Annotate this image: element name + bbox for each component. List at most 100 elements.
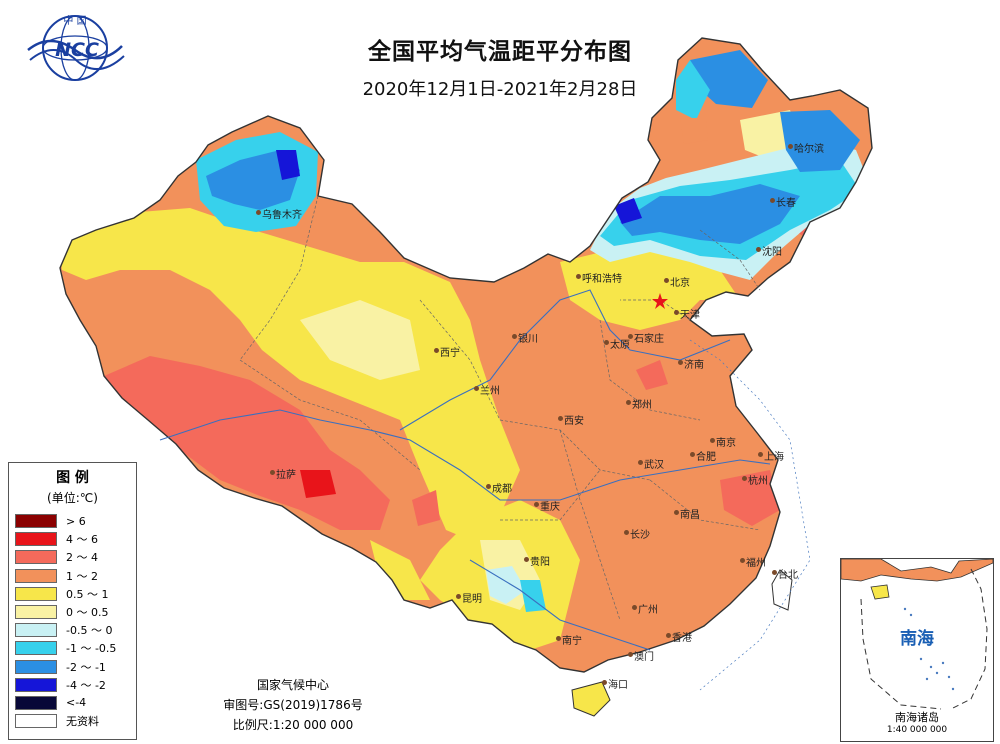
ncc-logo: 中 国 NCC <box>20 10 130 85</box>
legend-label: 0 ～ 0.5 <box>66 606 109 620</box>
map-title: 全国平均气温距平分布图 <box>368 39 632 65</box>
city-label: 哈尔滨 <box>794 144 824 155</box>
city-marker <box>690 452 695 457</box>
city-marker <box>674 310 679 315</box>
legend-item: -1 ～ -0.5 <box>9 639 136 657</box>
legend-label: 无资料 <box>66 715 99 729</box>
city-label: 上海 <box>764 452 784 463</box>
city-marker <box>558 416 563 421</box>
city-label: 南京 <box>716 438 736 449</box>
city-label: 沈阳 <box>762 247 782 258</box>
legend-item: 1 ～ 2 <box>9 567 136 585</box>
legend-item: <-4 <box>9 694 136 712</box>
rivers <box>159 289 771 651</box>
city-marker <box>758 452 763 457</box>
city-label: 广州 <box>638 605 658 616</box>
legend-label: 1 ～ 2 <box>66 569 98 583</box>
city-label: 济南 <box>684 360 704 371</box>
logo-text: 中 国 <box>63 14 86 27</box>
city-marker <box>710 438 715 443</box>
city-marker <box>456 594 461 599</box>
legend-unit: (单位:℃) <box>47 491 98 505</box>
legend-swatch <box>15 677 57 692</box>
legend: 图 例 (单位:℃) > 6 4 ～ 6 2 ～ 4 1 ～ 2 0.5 ～ 1 0 ～ … <box>8 462 137 740</box>
city-marker <box>270 470 275 475</box>
city-label: 海口 <box>608 680 628 691</box>
city-marker <box>628 652 633 657</box>
legend-label: -2 ～ -1 <box>66 660 106 674</box>
city-label: 武汉 <box>644 460 664 471</box>
city-label: 拉萨 <box>276 470 296 481</box>
capital-star-icon <box>652 293 668 309</box>
legend-label: 2 ～ 4 <box>66 551 98 565</box>
city-marker <box>512 334 517 339</box>
legend-label: 0.5 ～ 1 <box>66 587 109 601</box>
inset-sea-label: 南海 <box>900 629 934 649</box>
city-marker <box>788 144 793 149</box>
legend-label: -1 ～ -0.5 <box>66 642 117 656</box>
city-label: 台北 <box>778 570 798 581</box>
city-label: 贵阳 <box>530 557 550 568</box>
city-label: 石家庄 <box>634 334 664 345</box>
city-marker <box>666 633 671 638</box>
map-subtitle: 2020年12月1日-2021年2月28日 <box>362 79 638 100</box>
city-label: 银川 <box>518 334 538 345</box>
city-marker <box>434 348 439 353</box>
legend-item: -0.5 ～ 0 <box>9 621 136 639</box>
legend-item: 4 ～ 6 <box>9 530 136 548</box>
city-marker <box>628 334 633 339</box>
legend-swatch <box>15 695 57 710</box>
city-label: 长春 <box>776 198 796 209</box>
city-label: 澳门 <box>634 652 654 663</box>
city-label: 成都 <box>492 484 512 495</box>
credit-org: 国家气候中心 <box>256 678 329 692</box>
legend-title: 图 例 <box>56 470 89 486</box>
legend-label: 4 ～ 6 <box>66 533 98 547</box>
taiwan-island <box>771 569 793 611</box>
legend-swatch <box>15 714 57 729</box>
city-marker <box>534 502 539 507</box>
city-label: 杭州 <box>748 476 768 487</box>
city-label: 长沙 <box>630 530 650 541</box>
city-label: 昆明 <box>462 594 482 605</box>
city-label: 乌鲁木齐 <box>262 210 302 221</box>
legend-swatch <box>15 532 57 547</box>
city-label: 北京 <box>670 278 690 289</box>
legend-label: -0.5 ～ 0 <box>66 624 113 638</box>
legend-swatch <box>15 514 57 529</box>
city-marker <box>256 210 261 215</box>
city-marker <box>638 460 643 465</box>
city-label: 南宁 <box>562 636 582 647</box>
legend-swatch <box>15 641 57 656</box>
legend-item: 0.5 ～ 1 <box>9 585 136 603</box>
legend-item: 0 ～ 0.5 <box>9 603 136 621</box>
city-marker <box>756 247 761 252</box>
city-marker <box>576 274 581 279</box>
legend-swatch <box>15 659 57 674</box>
city-label: 天津 <box>680 310 700 321</box>
city-marker <box>678 360 683 365</box>
city-label: 西宁 <box>440 348 460 359</box>
city-marker <box>602 680 607 685</box>
city-label: 重庆 <box>540 502 560 513</box>
city-label: 兰州 <box>480 386 500 397</box>
city-marker <box>664 278 669 283</box>
city-label: 合肥 <box>696 452 716 463</box>
city-marker <box>626 400 631 405</box>
legend-item: -4 ～ -2 <box>9 676 136 694</box>
legend-swatch <box>15 550 57 565</box>
city-marker <box>624 530 629 535</box>
legend-item: > 6 <box>9 512 136 530</box>
legend-label: <-4 <box>66 696 87 710</box>
credits: 国家气候中心 审图号:GS(2019)1786号 比例尺:1:20 000 00… <box>208 675 378 735</box>
province-borders <box>239 195 761 621</box>
city-label: 西安 <box>564 416 584 427</box>
coastal-line <box>689 339 811 691</box>
city-label: 郑州 <box>632 400 652 411</box>
city-marker <box>742 476 747 481</box>
city-marker <box>486 484 491 489</box>
logo-acronym: NCC <box>55 39 99 61</box>
city-marker <box>772 570 777 575</box>
